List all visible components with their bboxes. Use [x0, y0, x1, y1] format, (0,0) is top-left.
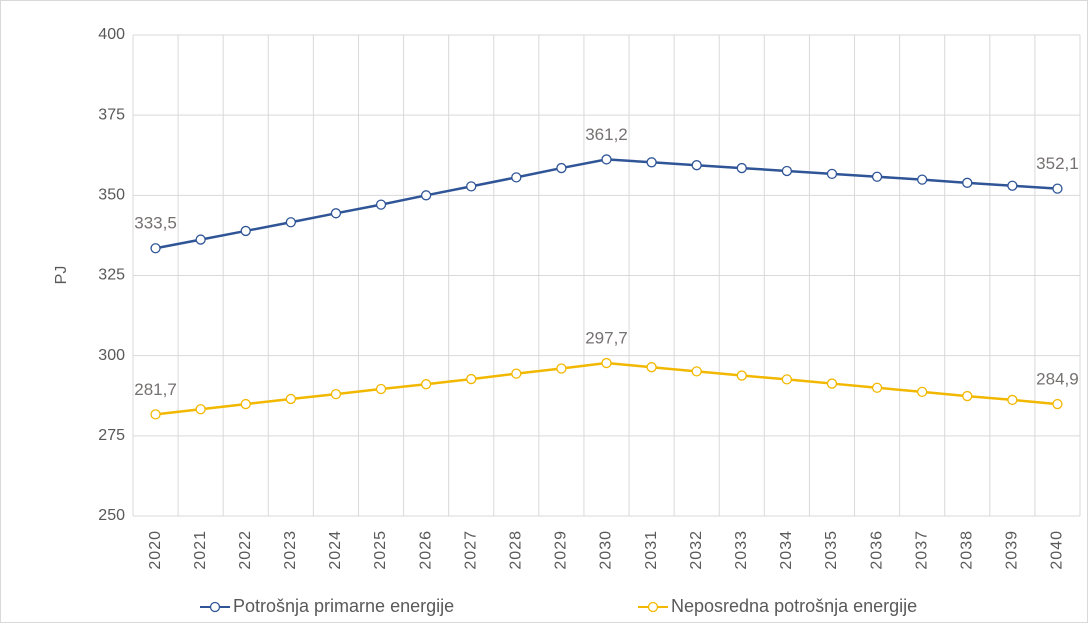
data-label: 297,7: [585, 329, 628, 348]
x-tick-label: 2036: [868, 530, 885, 570]
x-tick-label: 2021: [192, 530, 209, 570]
point: [195, 404, 206, 415]
point: [285, 393, 296, 405]
point: [420, 379, 432, 390]
x-tick-label: 2030: [598, 530, 615, 570]
legend-marker: [209, 601, 221, 613]
point: [195, 234, 206, 245]
y-tick-label: 325: [98, 267, 125, 284]
y-tick-label: 350: [98, 187, 125, 204]
point: [511, 172, 522, 183]
x-tick-label: 2039: [1004, 530, 1021, 570]
data-label: 284,9: [1036, 370, 1079, 389]
y-tick-label: 250: [98, 507, 125, 524]
x-tick-label: 2022: [237, 530, 254, 570]
point: [781, 374, 793, 385]
y-tick-label: 275: [98, 427, 125, 444]
y-tick-label: 375: [98, 106, 125, 123]
x-tick-label: 2032: [688, 530, 705, 570]
point: [1052, 398, 1063, 410]
point: [871, 171, 883, 182]
x-tick-label: 2035: [823, 530, 840, 570]
x-tick-label: 2031: [643, 530, 660, 570]
point: [330, 208, 342, 219]
point: [240, 225, 251, 237]
legend-label: Potrošnja primarne energije: [233, 596, 454, 616]
point: [826, 168, 838, 179]
x-tick-label: 2034: [778, 530, 795, 570]
point: [556, 363, 567, 374]
point: [1052, 183, 1063, 194]
x-tick-label: 2027: [462, 530, 479, 570]
point: [917, 174, 928, 185]
point: [871, 382, 883, 393]
point: [150, 409, 161, 420]
point: [917, 386, 928, 398]
data-label: 281,7: [134, 380, 177, 399]
point: [240, 398, 251, 410]
x-tick-label: 2028: [508, 530, 525, 570]
point: [150, 243, 161, 254]
x-tick-label: 2025: [372, 530, 389, 570]
point: [736, 370, 747, 381]
point: [646, 362, 657, 373]
point: [1007, 394, 1018, 406]
x-tick-label: 2038: [958, 530, 975, 570]
point: [1007, 180, 1018, 191]
point: [375, 199, 387, 210]
x-tick-label: 2029: [553, 530, 570, 570]
y-tick-label: 300: [98, 347, 125, 364]
legend-marker: [647, 601, 659, 613]
point: [646, 157, 657, 168]
point: [691, 160, 702, 171]
point: [511, 368, 522, 379]
data-label: 352,1: [1036, 154, 1079, 173]
point: [736, 162, 747, 174]
x-tick-label: 2040: [1049, 530, 1066, 570]
point: [285, 217, 296, 228]
point: [466, 181, 477, 192]
point: [962, 177, 973, 188]
point: [556, 162, 567, 174]
x-tick-label: 2023: [282, 530, 299, 570]
y-tick-label: 400: [98, 26, 125, 43]
point: [601, 154, 612, 165]
x-tick-label: 2033: [733, 530, 750, 570]
data-label: 361,2: [585, 125, 628, 144]
x-tick-label: 2020: [147, 530, 164, 570]
point: [962, 390, 973, 402]
legend-label: Neposredna potrošnja energije: [671, 596, 917, 616]
point: [826, 378, 838, 389]
point: [691, 366, 702, 377]
point: [466, 373, 477, 385]
data-label: 333,5: [134, 214, 177, 233]
point: [420, 190, 432, 201]
point: [330, 388, 342, 400]
x-tick-label: 2026: [417, 530, 434, 570]
y-axis-label: PJ: [53, 266, 70, 285]
point: [781, 165, 793, 177]
point: [601, 357, 612, 369]
x-tick-label: 2037: [913, 530, 930, 570]
point: [375, 383, 387, 395]
x-tick-label: 2024: [327, 530, 344, 570]
